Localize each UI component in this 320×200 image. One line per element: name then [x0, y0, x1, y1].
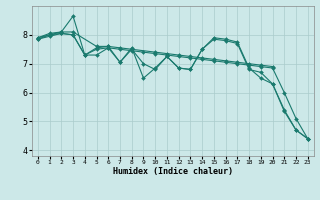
X-axis label: Humidex (Indice chaleur): Humidex (Indice chaleur) — [113, 167, 233, 176]
